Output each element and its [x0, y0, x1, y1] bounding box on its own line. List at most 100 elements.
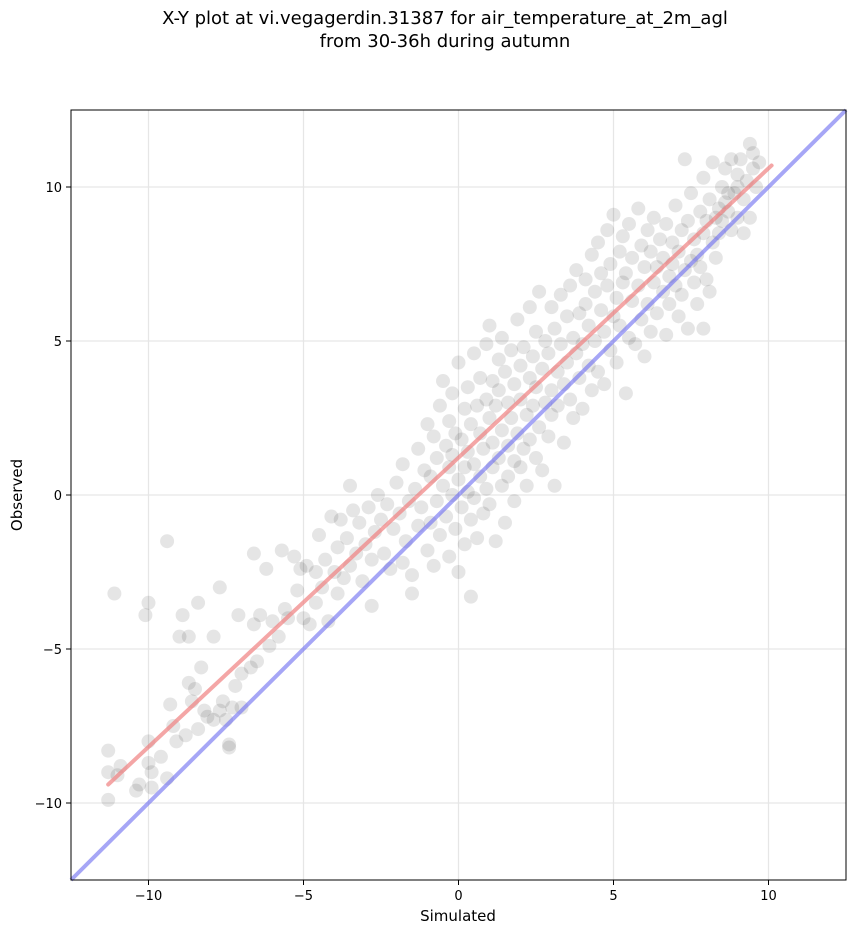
data-point [606, 309, 621, 324]
data-point [721, 186, 736, 201]
data-point [513, 358, 528, 373]
data-point [463, 512, 478, 527]
data-point [529, 451, 543, 466]
data-point [494, 423, 509, 438]
data-point [330, 586, 345, 601]
data-point [532, 284, 547, 299]
data-point [287, 549, 302, 564]
data-point [733, 152, 748, 167]
data-point [479, 392, 494, 407]
data-point [674, 223, 689, 238]
chart-title-line-1: X-Y plot at vi.vegagerdin.31387 for air_… [162, 8, 728, 29]
data-point [271, 629, 286, 644]
data-point [622, 216, 636, 231]
data-point [101, 765, 116, 780]
data-point [318, 552, 333, 567]
data-point [417, 463, 432, 478]
data-point [308, 565, 323, 579]
data-point [395, 555, 410, 570]
data-point [302, 617, 317, 632]
data-point [460, 380, 475, 395]
data-point [541, 429, 556, 444]
data-point [547, 321, 562, 336]
data-point [603, 257, 618, 271]
data-point [457, 401, 472, 416]
data-point [463, 589, 478, 604]
data-point [395, 457, 410, 472]
data-point [330, 540, 345, 555]
data-point [513, 460, 528, 475]
data-point [584, 247, 599, 262]
scatter-points [101, 136, 767, 807]
data-point [169, 734, 184, 749]
data-point [705, 155, 720, 170]
data-point [442, 414, 457, 429]
data-point [364, 552, 379, 567]
data-point [436, 374, 450, 389]
data-point [696, 170, 711, 185]
data-point [532, 420, 547, 435]
data-point [578, 272, 593, 287]
data-point [188, 682, 202, 697]
reference-lines [69, 108, 848, 882]
data-point [107, 586, 122, 601]
data-point [538, 334, 553, 348]
data-point [560, 309, 574, 324]
data-point [581, 318, 596, 333]
data-point [584, 383, 599, 398]
data-point [684, 186, 698, 201]
x-axis-ticks: −10 −5 0 5 10 [135, 880, 777, 904]
data-point [333, 512, 348, 527]
data-point [367, 524, 382, 539]
data-point [194, 660, 209, 675]
data-point [556, 435, 571, 450]
data-point [405, 568, 419, 583]
data-point [200, 709, 215, 724]
data-point [448, 521, 463, 536]
data-point [742, 136, 757, 151]
data-point [600, 278, 615, 293]
data-point [612, 244, 627, 259]
data-point [643, 324, 658, 339]
data-point [436, 478, 450, 493]
data-point [250, 654, 264, 669]
data-point [191, 722, 206, 737]
data-point [690, 247, 705, 262]
data-point [494, 330, 509, 345]
data-point [457, 537, 472, 552]
data-point [144, 780, 159, 795]
data-point [234, 666, 249, 681]
data-point [525, 349, 540, 364]
data-point [429, 494, 444, 509]
data-point [485, 374, 500, 389]
chart-title-line-2: from 30-36h during autumn [319, 31, 571, 52]
data-point [634, 238, 649, 253]
data-point [432, 528, 447, 543]
data-point [262, 638, 277, 653]
data-point [336, 571, 351, 586]
data-point [498, 364, 512, 379]
data-point [296, 611, 311, 626]
data-point [687, 275, 702, 290]
data-point [724, 152, 739, 167]
data-point [572, 306, 587, 321]
data-point [674, 287, 689, 302]
data-point [463, 417, 478, 432]
data-point [640, 297, 655, 312]
data-point [637, 260, 652, 275]
data-point [615, 229, 630, 244]
data-point [222, 737, 237, 752]
data-point [693, 204, 708, 219]
data-point [504, 411, 519, 425]
data-point [343, 478, 357, 493]
data-point [451, 355, 466, 370]
data-point [730, 167, 745, 182]
data-point [153, 749, 168, 764]
data-point [265, 614, 280, 629]
fit-line [106, 163, 774, 787]
data-point [742, 210, 757, 225]
data-point [215, 694, 230, 709]
data-point [591, 364, 605, 379]
x-tick-label: 0 [454, 889, 462, 904]
